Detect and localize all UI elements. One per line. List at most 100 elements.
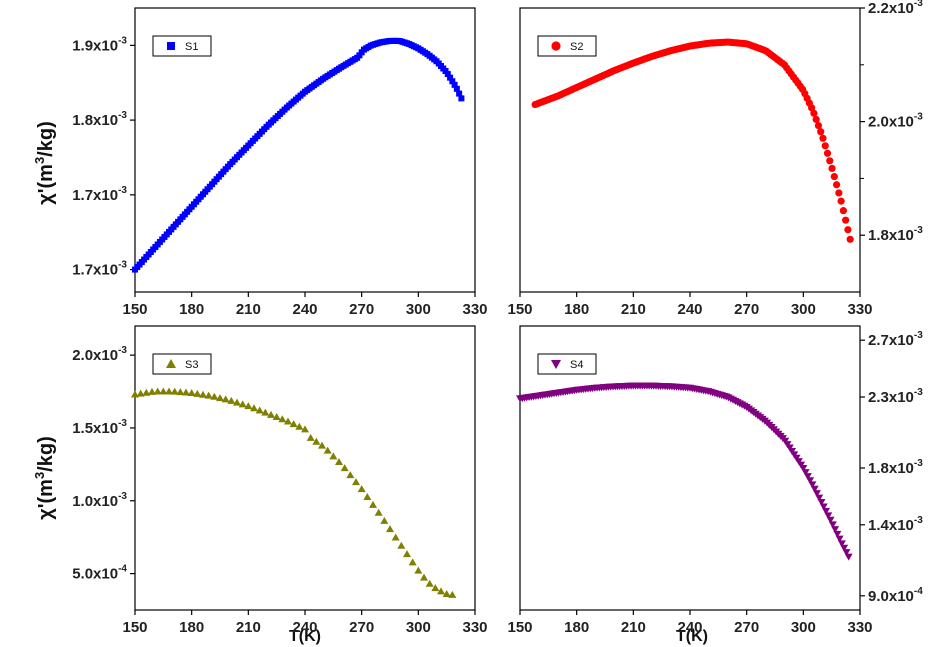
chart-panel-2: 150 180 210 240 270 300 330 1.8x10-3 2.0x10-3 2.2… (507, 0, 923, 318)
data-point (318, 441, 326, 449)
data-point (369, 500, 377, 508)
data-point (295, 422, 304, 430)
x-tick-label: 330 (847, 619, 872, 636)
data-point (835, 189, 843, 197)
x-tick-label: 210 (236, 619, 261, 636)
y-tick-label: 1.8x10-3 (72, 110, 127, 129)
x-tick-label: 180 (179, 619, 204, 636)
data-point (386, 525, 394, 533)
data-point (812, 115, 820, 124)
data-point (403, 550, 411, 558)
data-point (832, 181, 841, 189)
x-tick-label: 300 (791, 619, 816, 636)
data-point (837, 197, 845, 205)
x-tick-label: 210 (621, 301, 646, 318)
data-point (261, 408, 270, 416)
legend-label: S1 (185, 41, 198, 53)
data-point (272, 413, 281, 421)
data-point (442, 68, 449, 75)
data-point (823, 149, 832, 157)
data-point (391, 533, 400, 541)
legend-marker (166, 359, 176, 368)
data-point (835, 535, 844, 543)
x-tick-label: 300 (791, 301, 816, 318)
y-tick-label: 1.0x10-3 (72, 491, 127, 510)
data-point (136, 389, 145, 397)
y-tick-label: 1.7x10-3 (72, 260, 127, 279)
series-S4 (516, 382, 853, 561)
data-point (453, 85, 460, 92)
data-point (826, 157, 834, 165)
chart-panel-4: 150 180 210 240 270 300 330 9.0x10-4 1.4x10-3 1.8… (507, 325, 923, 636)
x-tick-label: 180 (564, 619, 589, 636)
x-tick-label: 270 (349, 301, 374, 318)
y-tick-label: 1.4x10-3 (868, 515, 923, 534)
legend-label: S3 (185, 359, 198, 371)
data-point (170, 387, 179, 395)
data-point (397, 541, 406, 549)
x-axis-label-left: T(K) (289, 628, 321, 645)
data-point (414, 566, 423, 574)
data-point (340, 464, 349, 472)
data-point (824, 512, 833, 520)
legend-marker (167, 42, 175, 50)
x-tick-label: 270 (734, 619, 759, 636)
data-point (306, 433, 315, 441)
data-point (801, 469, 810, 477)
data-point (808, 104, 816, 112)
chart-panel-3: 150 180 210 240 270 300 330 5.0x10-4 1.0x10-3 1.5… (72, 325, 488, 636)
y-tick-label: 1.7x10-3 (72, 185, 127, 204)
data-point (312, 437, 321, 445)
series-S1 (132, 37, 465, 273)
data-point (216, 394, 224, 402)
legend-marker (551, 360, 561, 369)
data-point (352, 478, 360, 486)
data-point (831, 526, 840, 534)
data-point (808, 481, 817, 489)
legend-box (152, 353, 212, 375)
y-tick-label: 2.0x10-3 (868, 112, 923, 131)
data-point (199, 390, 207, 398)
x-tick-label: 210 (236, 301, 261, 318)
data-point (346, 471, 355, 479)
data-point (442, 589, 451, 597)
y-axis-label-bottom: χ'(m3/kg) (32, 436, 57, 520)
x-tick-label: 150 (507, 619, 532, 636)
data-point (810, 485, 819, 493)
x-tick-label: 330 (847, 301, 872, 318)
data-point (846, 235, 854, 243)
data-point (329, 452, 338, 460)
y-tick-label: 2.7x10-3 (868, 330, 923, 349)
data-point (810, 109, 818, 117)
data-point (826, 516, 835, 524)
y-tick-label: 1.5x10-3 (72, 418, 127, 437)
data-point (844, 226, 852, 234)
data-point (447, 74, 454, 81)
data-point (176, 388, 185, 396)
data-point (828, 164, 836, 173)
series-S2 (531, 38, 854, 243)
data-point (244, 402, 253, 410)
data-point (799, 465, 808, 472)
legend-label: S2 (570, 41, 583, 53)
data-point (284, 417, 292, 425)
data-point (335, 458, 343, 466)
data-point (182, 388, 190, 396)
data-point (833, 530, 842, 538)
data-point (444, 71, 451, 78)
data-point (255, 406, 264, 414)
x-tick-label: 240 (677, 301, 702, 318)
data-point (842, 549, 851, 557)
legend-label: S4 (570, 359, 583, 371)
data-point (233, 398, 241, 406)
data-point (210, 392, 219, 400)
data-point (842, 216, 850, 224)
x-tick-label: 180 (179, 301, 204, 318)
data-point (374, 508, 383, 516)
data-point (840, 544, 849, 552)
data-point (458, 95, 465, 102)
legend-box (537, 35, 597, 57)
data-point (238, 400, 247, 408)
data-point (153, 387, 162, 395)
